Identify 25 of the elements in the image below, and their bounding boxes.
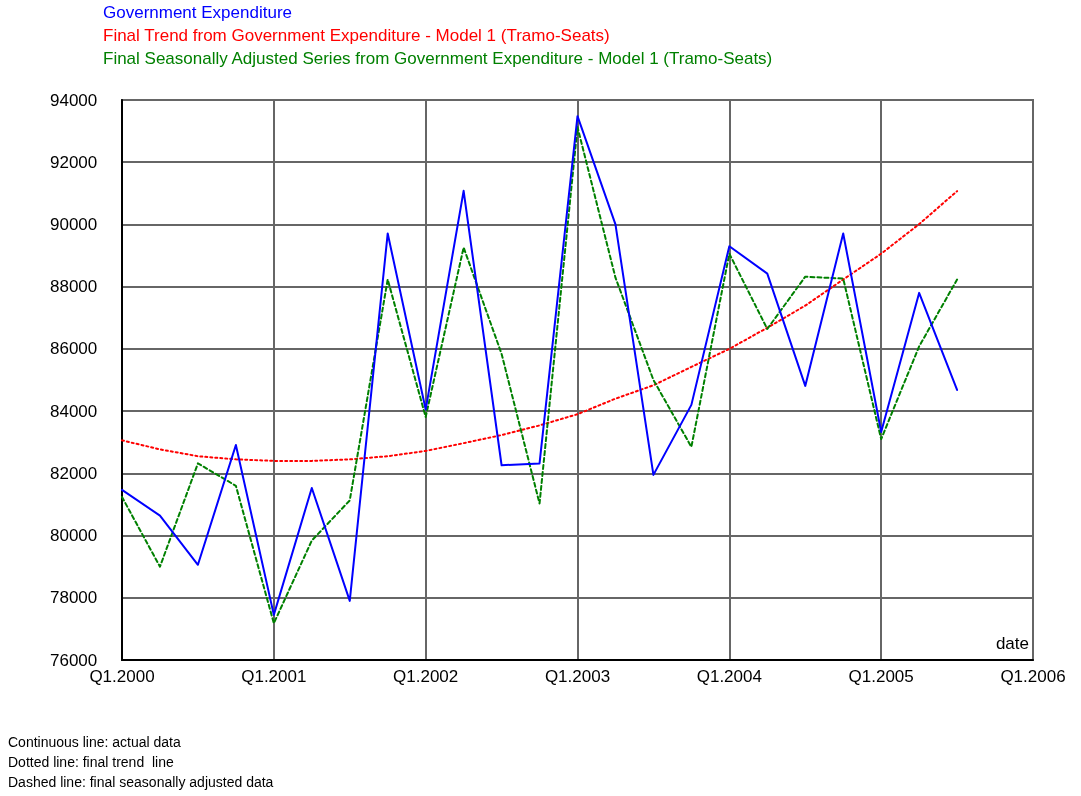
y-tick-label: 84000 (50, 401, 98, 421)
y-tick-label: 82000 (50, 463, 98, 483)
x-tick-label: Q1.2005 (848, 667, 914, 686)
x-tick-label: Q1.2000 (89, 667, 155, 686)
y-tick-label: 80000 (50, 526, 98, 546)
text: Final Trend from Government Expenditure - Model 1 (Tramo-Seats) (103, 26, 610, 45)
x-tick-label: Q1.2004 (696, 667, 762, 686)
x-tick-label: Q1.2001 (241, 667, 307, 686)
x-tick-label: Q1.2003 (544, 667, 611, 686)
x-tick-label: Q1.2002 (393, 667, 459, 686)
y-tick-label: 94000 (50, 90, 98, 110)
y-tick-label: 78000 (50, 588, 98, 608)
line-series (121, 190, 959, 462)
text: Government Expenditure (103, 3, 292, 22)
y-tick-label: 86000 (50, 339, 98, 359)
text: Dotted line: final trend line (8, 754, 174, 770)
y-tick-label: 76000 (50, 650, 98, 670)
text: Dashed line: final seasonally adjusted data (8, 774, 274, 790)
y-tick-label: 90000 (50, 214, 98, 234)
y-tick-label: 92000 (50, 152, 98, 172)
text: Final Seasonally Adjusted Series from Government Expenditure - Model 1 (Tramo-Seats) (103, 49, 773, 68)
text: Continuous line: actual data (8, 734, 181, 750)
x-tick-label: Q1.2006 (1000, 667, 1066, 686)
y-tick-label: 88000 (50, 277, 98, 297)
x-axis-title: date (995, 634, 1029, 653)
